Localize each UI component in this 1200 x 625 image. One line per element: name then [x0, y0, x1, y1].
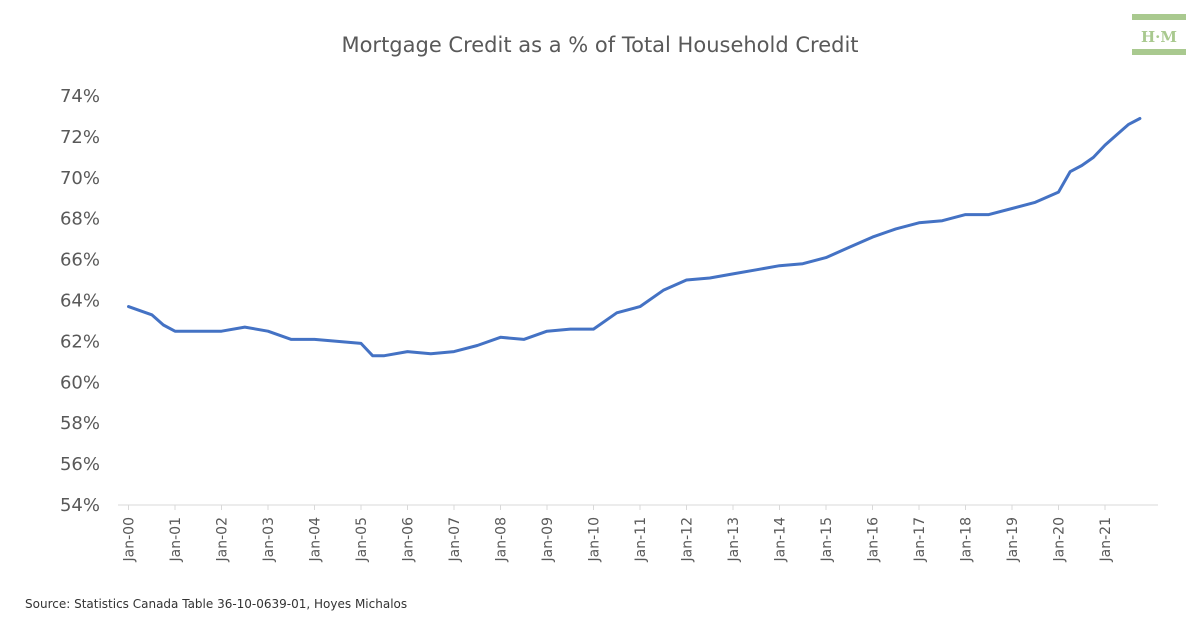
x-tick-label: Jan-08 [494, 517, 510, 562]
chart-title: Mortgage Credit as a % of Total Househol… [341, 33, 858, 57]
x-tick-label: Jan-10 [587, 517, 603, 562]
x-tick-label: Jan-04 [308, 517, 324, 563]
y-tick-label: 54% [60, 495, 100, 516]
y-tick-label: 60% [60, 372, 100, 393]
y-tick-label: 66% [60, 250, 100, 271]
logo-top-bar [1132, 14, 1186, 20]
x-tick-label: Jan-17 [912, 517, 928, 562]
y-tick-label: 72% [60, 127, 100, 148]
x-tick-label: Jan-13 [726, 517, 742, 562]
y-tick-label: 68% [60, 209, 100, 230]
y-tick-label: 58% [60, 413, 100, 434]
x-axis: Jan-00 Jan-01 Jan-02 Jan-03 Jan-04 Jan-05 Jan-… [118, 504, 1158, 563]
y-axis: 54% 56% 58% 60% 62% 64% 66% 68% 70% 72% 74% [60, 86, 100, 516]
x-tick-label: Jan-03 [261, 517, 277, 562]
y-tick-label: 74% [60, 86, 100, 107]
logo: H·M [1132, 14, 1186, 55]
x-tick-label: Jan-09 [540, 517, 556, 562]
x-tick-label: Jan-00 [122, 517, 138, 562]
x-tick-label: Jan-12 [680, 517, 696, 562]
x-tick-label: Jan-20 [1052, 517, 1068, 562]
y-tick-label: 70% [60, 168, 100, 189]
y-tick-label: 64% [60, 291, 100, 312]
x-tick-label: Jan-01 [168, 517, 184, 562]
y-tick-label: 56% [60, 454, 100, 475]
x-tick-label: Jan-02 [215, 517, 231, 562]
x-tick-label: Jan-18 [959, 517, 975, 562]
x-tick-label: Jan-07 [447, 517, 463, 562]
x-tick-label: Jan-21 [1098, 517, 1114, 562]
x-tick-label: Jan-19 [1005, 517, 1021, 562]
logo-bottom-bar [1132, 49, 1186, 55]
y-tick-label: 62% [60, 331, 100, 352]
x-tick-label: Jan-05 [354, 517, 370, 562]
x-tick-label: Jan-11 [633, 517, 649, 562]
x-tick-label: Jan-16 [866, 517, 882, 563]
series-line [127, 117, 1142, 358]
x-tick-label: Jan-06 [401, 517, 417, 563]
x-tick-label: Jan-15 [819, 517, 835, 562]
x-tick-label: Jan-14 [773, 517, 789, 563]
logo-text: H·M [1141, 28, 1177, 46]
source-note: Source: Statistics Canada Table 36-10-06… [25, 597, 407, 611]
series-layer [127, 117, 1142, 358]
